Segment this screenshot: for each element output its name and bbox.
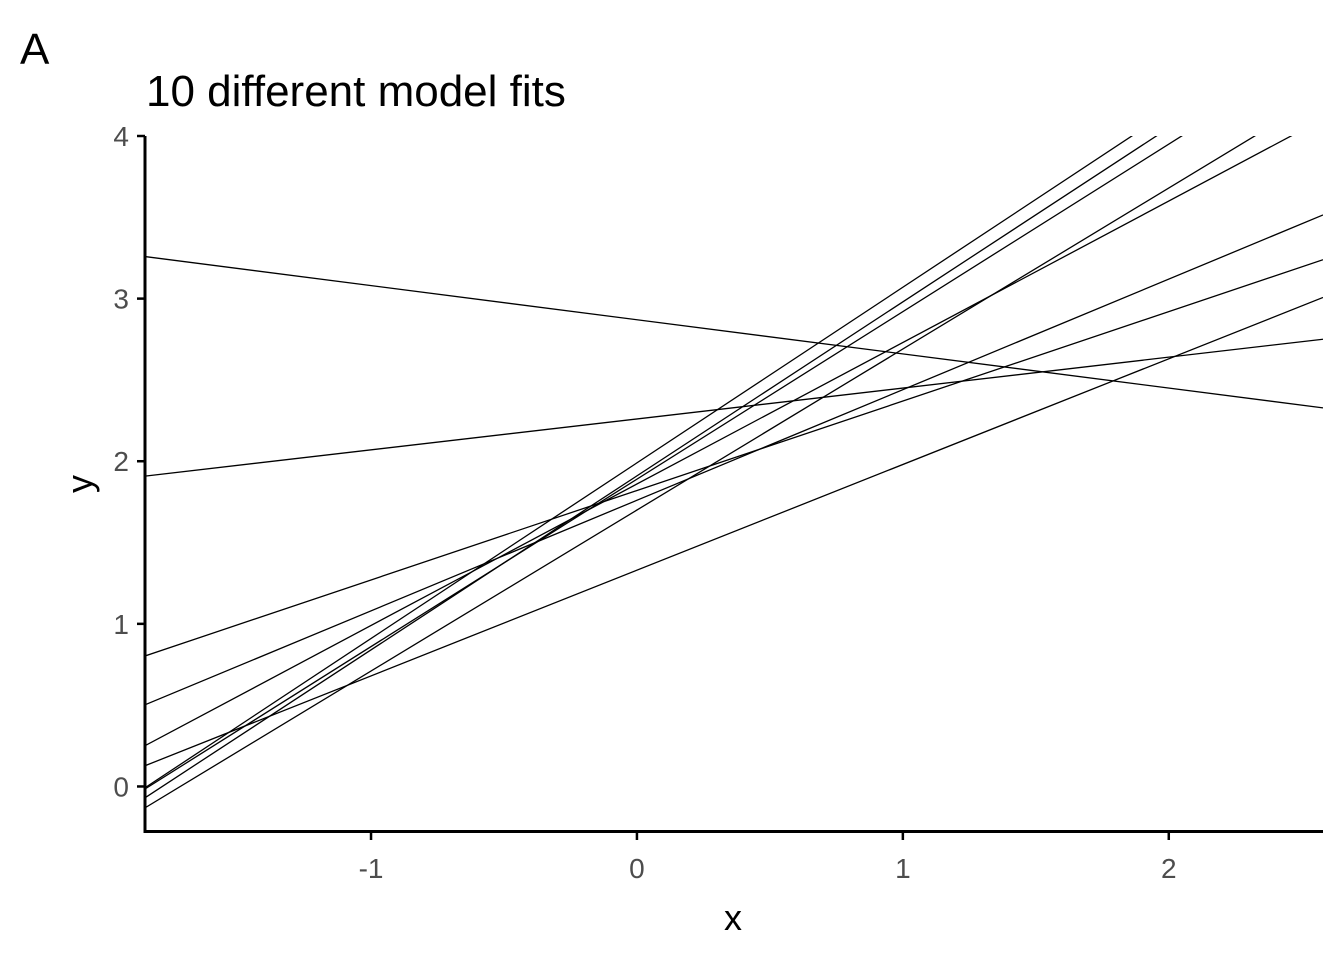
- x-tick-label: 2: [1161, 853, 1177, 884]
- y-tick-label: 4: [113, 121, 129, 152]
- y-tick-label: 1: [113, 609, 129, 640]
- plot-area: [145, 136, 1323, 809]
- y-tick-label: 3: [113, 284, 129, 315]
- fit-line-9: [145, 338, 1323, 477]
- fit-line-2: [145, 136, 1158, 799]
- x-tick-label: 0: [629, 853, 645, 884]
- y-tick-label: 0: [113, 771, 129, 802]
- y-axis-title: y: [59, 475, 100, 493]
- panel-tag: A: [20, 25, 50, 74]
- fit-line-1: [145, 136, 1134, 789]
- fit-line-5: [145, 136, 1293, 747]
- x-tick-label: -1: [359, 853, 384, 884]
- fit-line-8: [145, 296, 1323, 767]
- chart-title: 10 different model fits: [146, 67, 566, 116]
- y-tick-label: 2: [113, 446, 129, 477]
- x-axis-title: x: [724, 897, 742, 938]
- x-axis-ticks: -1 0 1 2: [359, 832, 1177, 884]
- fit-line-7: [145, 214, 1323, 706]
- fit-line-4: [145, 136, 1256, 809]
- fit-line-10: [145, 255, 1323, 409]
- fit-line-3: [145, 136, 1183, 790]
- fit-line-6: [145, 259, 1323, 657]
- y-axis-ticks: 0 1 2 3 4: [113, 121, 145, 802]
- x-tick-label: 1: [895, 853, 911, 884]
